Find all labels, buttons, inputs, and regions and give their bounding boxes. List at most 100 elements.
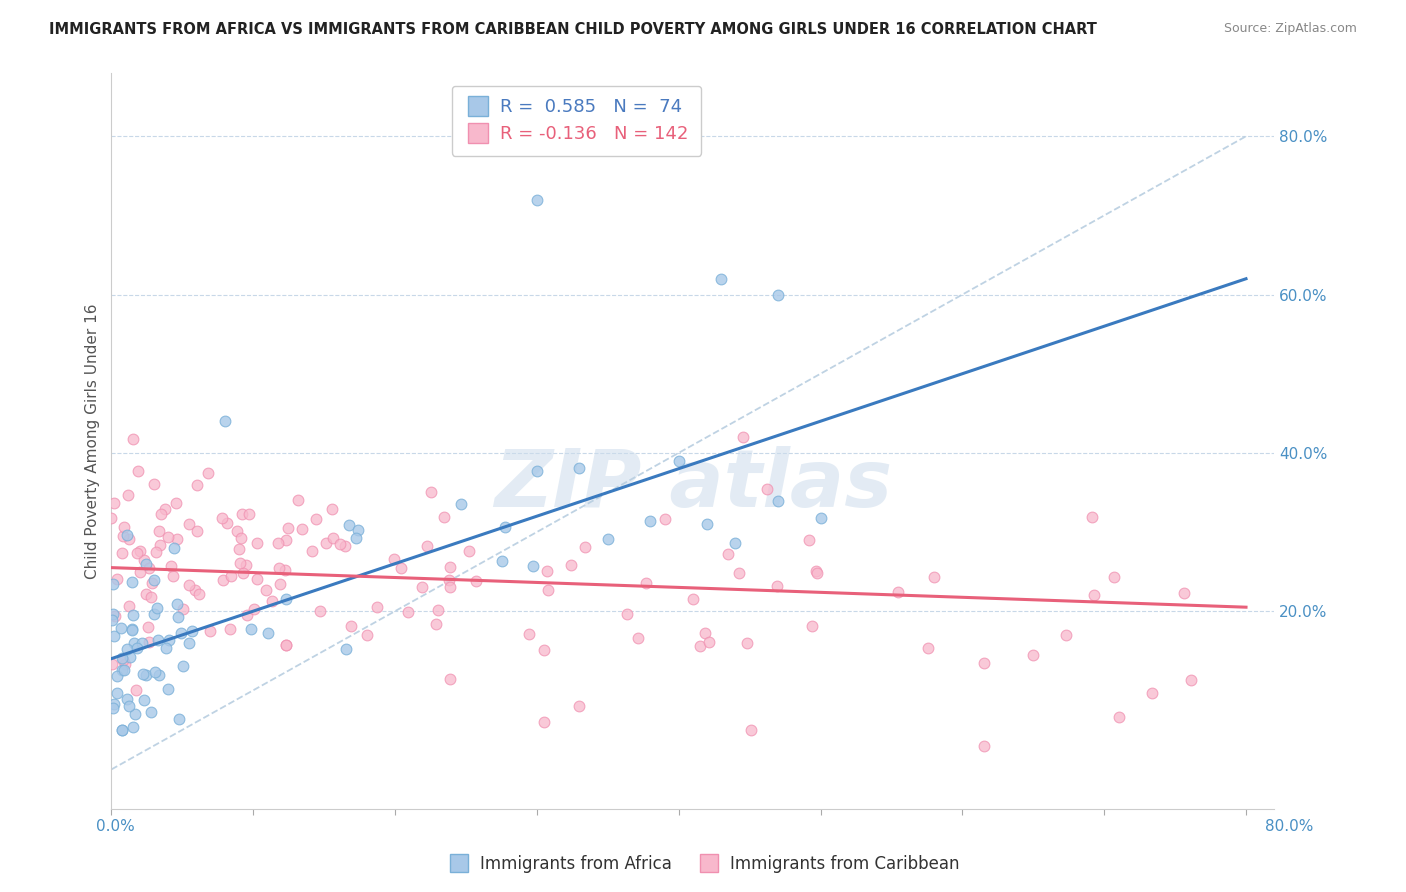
- Point: [517, 627, 540, 641]
- Point: [1022, 648, 1045, 663]
- Point: [277, 520, 299, 534]
- Point: [231, 507, 253, 521]
- Point: [141, 576, 163, 591]
- Point: [186, 478, 208, 492]
- Point: [337, 517, 360, 532]
- Point: [177, 516, 200, 531]
- Point: [340, 618, 363, 632]
- Point: [105, 669, 128, 683]
- Point: [425, 617, 447, 632]
- Point: [111, 723, 134, 737]
- Point: [766, 493, 789, 508]
- Point: [366, 599, 388, 614]
- Point: [533, 714, 555, 729]
- Point: [118, 698, 141, 713]
- Point: [121, 624, 143, 638]
- Point: [274, 638, 297, 652]
- Point: [724, 535, 747, 549]
- Point: [148, 524, 170, 538]
- Point: [267, 536, 290, 550]
- Point: [105, 686, 128, 700]
- Point: [143, 477, 166, 491]
- Point: [163, 541, 186, 556]
- Point: [112, 528, 135, 542]
- Point: [212, 574, 235, 588]
- Point: [107, 573, 129, 587]
- Point: [118, 532, 141, 546]
- Text: IMMIGRANTS FROM AFRICA VS IMMIGRANTS FROM CARIBBEAN CHILD POVERTY AMONG GIRLS UN: IMMIGRANTS FROM AFRICA VS IMMIGRANTS FRO…: [49, 22, 1097, 37]
- Point: [236, 607, 259, 622]
- Point: [127, 641, 149, 656]
- Point: [100, 511, 122, 525]
- Point: [115, 691, 138, 706]
- Point: [110, 621, 132, 635]
- Point: [491, 554, 513, 568]
- Point: [228, 541, 250, 556]
- Point: [200, 624, 222, 639]
- Point: [186, 524, 208, 538]
- Point: [143, 665, 166, 679]
- Point: [122, 720, 145, 734]
- Point: [274, 592, 297, 607]
- Point: [148, 668, 170, 682]
- Point: [1083, 588, 1105, 602]
- Point: [464, 574, 486, 588]
- Point: [128, 544, 150, 558]
- Point: [232, 566, 254, 581]
- Point: [112, 652, 135, 666]
- Point: [125, 546, 148, 560]
- Point: [267, 561, 290, 575]
- Point: [157, 633, 180, 648]
- Point: [533, 643, 555, 657]
- Point: [439, 672, 461, 686]
- Point: [181, 624, 204, 638]
- Point: [494, 520, 516, 534]
- Point: [214, 414, 236, 428]
- Point: [153, 502, 176, 516]
- Point: [101, 701, 124, 715]
- Point: [135, 558, 157, 572]
- Point: [160, 558, 183, 573]
- Point: [179, 636, 201, 650]
- Point: [117, 488, 139, 502]
- Point: [127, 464, 149, 478]
- Point: [1180, 673, 1202, 688]
- Point: [235, 558, 257, 572]
- Point: [257, 625, 280, 640]
- Point: [536, 564, 558, 578]
- Point: [143, 574, 166, 588]
- Point: [740, 723, 762, 737]
- Point: [157, 682, 180, 697]
- Point: [1080, 510, 1102, 524]
- Point: [416, 539, 439, 553]
- Point: [322, 531, 344, 545]
- Point: [142, 607, 165, 621]
- Point: [103, 496, 125, 510]
- Point: [166, 609, 188, 624]
- Point: [766, 579, 789, 593]
- Point: [522, 559, 544, 574]
- Text: Source: ZipAtlas.com: Source: ZipAtlas.com: [1223, 22, 1357, 36]
- Legend: Immigrants from Africa, Immigrants from Caribbean: Immigrants from Africa, Immigrants from …: [440, 848, 966, 880]
- Point: [121, 574, 143, 589]
- Point: [1108, 710, 1130, 724]
- Point: [1102, 570, 1125, 584]
- Point: [717, 547, 740, 561]
- Point: [132, 666, 155, 681]
- Point: [733, 430, 755, 444]
- Point: [146, 633, 169, 648]
- Point: [616, 607, 638, 622]
- Point: [217, 516, 239, 531]
- Point: [321, 502, 343, 516]
- Point: [636, 576, 658, 591]
- Point: [131, 636, 153, 650]
- Point: [568, 461, 591, 475]
- Point: [101, 614, 124, 628]
- Point: [219, 568, 242, 582]
- Point: [426, 603, 449, 617]
- Point: [101, 607, 124, 621]
- Point: [1056, 628, 1078, 642]
- Point: [274, 533, 297, 547]
- Point: [197, 467, 219, 481]
- Point: [804, 565, 827, 579]
